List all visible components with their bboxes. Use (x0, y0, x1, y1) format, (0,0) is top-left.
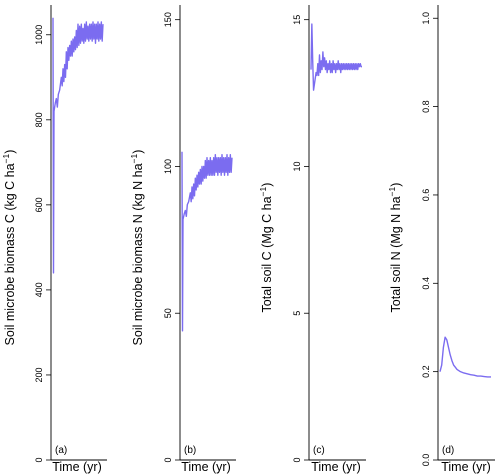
x-axis-title: Time (yr) (181, 460, 231, 474)
y-tick-label: 0.4 (421, 277, 431, 290)
y-tick-label: 5 (292, 311, 302, 316)
series-line (181, 151, 233, 332)
x-axis-title: Time (yr) (311, 460, 361, 474)
y-tick-label: 0.6 (421, 189, 431, 202)
y-tick-label: 400 (34, 282, 44, 297)
y-axis-title-end: ) (260, 183, 274, 187)
y-axis-title: Soil microbe biomass C (kg C ha−1) (1, 150, 17, 346)
y-axis-title-main: Total soil N (Mg N ha (389, 196, 403, 312)
y-axis-title-sup: −1 (258, 186, 268, 196)
x-axis-title: Time (yr) (52, 460, 102, 474)
y-tick-label: 50 (163, 308, 173, 318)
y-tick-label: 800 (34, 112, 44, 127)
y-tick-label: 10 (292, 161, 302, 171)
chart-panel-4: 0.0 0.2 0.4 0.6 0.8 1.0 Total soil N (Mg N ha−… (387, 5, 495, 474)
y-tick-label: 15 (292, 15, 302, 25)
y-axis-title-main: Soil microbe biomass N (kg N ha (131, 163, 145, 345)
y-axis-title: Total soil N (Mg N ha−1) (387, 183, 403, 313)
y-axis-title-main: Total soil C (Mg C ha (260, 196, 274, 312)
y-tick-label: 1.0 (421, 12, 431, 25)
y-tick-label: 200 (34, 367, 44, 382)
panel-label: (c) (313, 445, 325, 456)
series-line (52, 17, 104, 274)
y-tick-label: 600 (34, 197, 44, 212)
y-axis-title-end: ) (3, 150, 17, 154)
panel-label: (d) (442, 445, 454, 456)
y-tick-label: 0 (292, 457, 302, 462)
panel-label: (b) (184, 445, 196, 456)
y-tick-label: 150 (163, 12, 173, 27)
panel-label: (a) (55, 445, 67, 456)
y-axis-title-end: ) (389, 183, 403, 187)
y-axis-title-sup: −1 (1, 153, 11, 163)
y-axis-title: Soil microbe biomass N (kg N ha−1) (129, 150, 145, 346)
y-tick-label: 100 (163, 159, 173, 174)
chart-panel-1: 0 200 400 600 800 1000 Soil microbe biomass C … (1, 5, 107, 474)
chart-panel-3: 0 5 10 15 Total soil C (Mg C ha−1) Time (yr) (… (258, 5, 366, 474)
y-tick-label: 0 (163, 457, 173, 462)
y-axis-title-sup: −1 (387, 186, 397, 196)
y-axis-title-sup: −1 (129, 153, 139, 163)
y-axis-title-end: ) (131, 150, 145, 154)
y-axis-title: Total soil C (Mg C ha−1) (258, 183, 274, 313)
y-tick-label: 1000 (34, 25, 44, 45)
series-line (310, 23, 362, 91)
y-tick-label: 0.0 (421, 454, 431, 467)
chart-panel-2: 0 50 100 150 Soil microbe biomass N (kg N ha… (129, 5, 236, 474)
y-axis-title-main: Soil microbe biomass C (kg C ha (3, 163, 17, 345)
series-line (439, 336, 491, 378)
y-tick-label: 0.2 (421, 365, 431, 378)
y-tick-label: 0.8 (421, 100, 431, 113)
y-tick-label: 0 (34, 457, 44, 462)
x-axis-title: Time (yr) (441, 460, 491, 474)
